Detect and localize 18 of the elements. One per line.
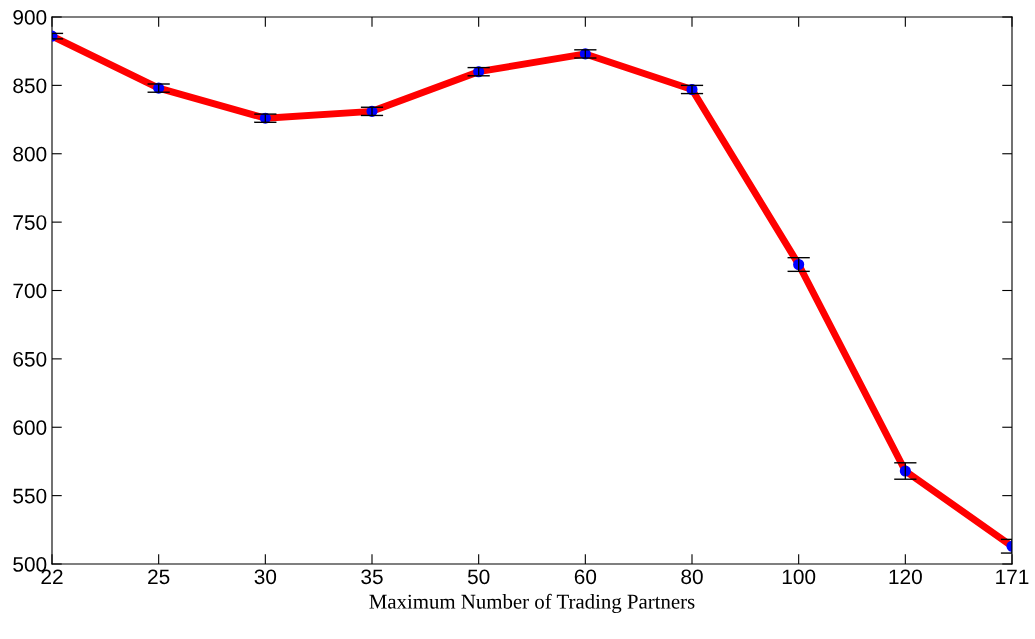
x-tick-label: 171 (996, 569, 1029, 584)
y-tick-label: 600 (13, 420, 47, 435)
y-tick-label: 900 (13, 10, 47, 25)
x-tick-label: 50 (467, 569, 490, 585)
y-tick-label: 800 (13, 146, 47, 162)
x-tick-label: 120 (889, 569, 922, 585)
x-tick-label: 35 (361, 569, 383, 585)
y-tick-label: 700 (13, 283, 47, 299)
x-tick-label: 25 (148, 569, 170, 585)
y-tick-label: 550 (13, 488, 47, 504)
x-tick-label: 100 (782, 569, 816, 585)
x-tick-label: 60 (574, 569, 597, 585)
y-tick-label: 650 (13, 351, 47, 367)
x-tick-label: 30 (254, 569, 277, 585)
y-tick-label: 750 (13, 215, 47, 230)
x-tick-label: 80 (681, 569, 703, 585)
y-tick-label: 850 (13, 78, 47, 94)
x-axis-title: Maximum Number of Trading Partners (369, 593, 695, 613)
